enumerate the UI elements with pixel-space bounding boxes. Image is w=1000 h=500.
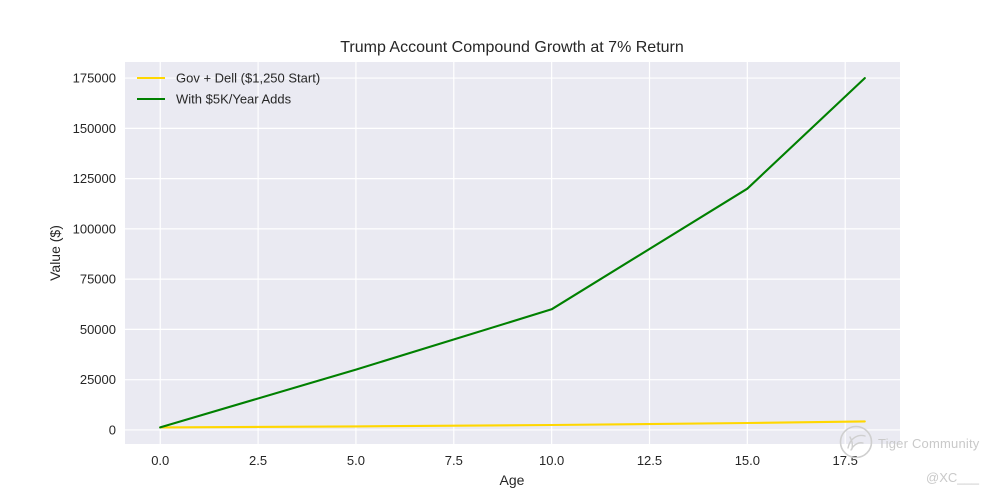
y-tick-label: 25000: [80, 372, 116, 387]
y-tick-label: 125000: [73, 171, 116, 186]
chart-title: Trump Account Compound Growth at 7% Retu…: [340, 39, 684, 56]
series-lines: [159, 77, 866, 429]
x-tick-label: 7.5: [445, 453, 463, 468]
y-tick-label: 0: [109, 422, 116, 437]
y-axis-label: Value ($): [47, 225, 63, 281]
grid: [125, 62, 900, 444]
y-tick-label: 100000: [73, 221, 116, 236]
y-tick-label: 175000: [73, 71, 116, 86]
tiger-logo-icon: [839, 425, 873, 459]
x-tick-label: 2.5: [249, 453, 267, 468]
legend-label: With $5K/Year Adds: [176, 92, 292, 107]
y-tick-labels: 0 25000 50000 75000 100000 125000 150000 175000: [73, 71, 116, 438]
x-tick-labels: 0.0 2.5 5.0 7.5 10.0 12.5 15.0 17.5: [151, 453, 858, 468]
x-tick-label: 12.5: [637, 453, 662, 468]
x-tick-label: 0.0: [151, 453, 169, 468]
series-line-2: [159, 77, 866, 429]
x-tick-label: 15.0: [735, 453, 760, 468]
watermark-handle: @XC___: [926, 470, 979, 485]
series-line-1: [159, 420, 866, 429]
legend-label: Gov + Dell ($1,250 Start): [176, 71, 320, 86]
x-axis-label: Age: [500, 472, 525, 488]
y-tick-label: 75000: [80, 272, 116, 287]
watermark-text: Tiger Community: [878, 436, 980, 451]
x-tick-label: 5.0: [347, 453, 365, 468]
x-tick-label: 10.0: [539, 453, 564, 468]
y-tick-label: 50000: [80, 322, 116, 337]
y-tick-label: 150000: [73, 121, 116, 136]
plot-area: [125, 62, 900, 444]
legend: Gov + Dell ($1,250 Start) With $5K/Year A…: [137, 71, 320, 107]
